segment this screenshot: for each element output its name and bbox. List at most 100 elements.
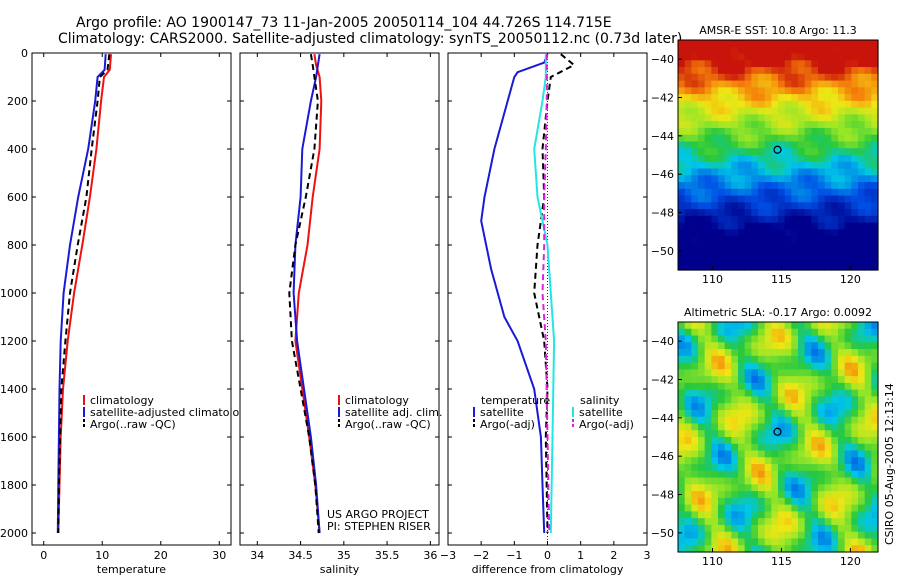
heatmap-cell	[704, 242, 712, 251]
heatmap-cell	[824, 222, 832, 231]
heatmap-cell	[831, 491, 839, 499]
heatmap-cell	[838, 127, 846, 136]
heatmap-cell	[824, 107, 832, 116]
heatmap-cell	[771, 328, 779, 337]
heatmap-cell	[798, 249, 806, 258]
heatmap-cell	[871, 94, 879, 102]
heatmap-cell	[731, 491, 739, 499]
heatmap-cell	[811, 511, 819, 519]
legend-title: salinity	[580, 394, 620, 407]
heatmap-cell	[811, 524, 819, 533]
heatmap-cell	[764, 423, 772, 431]
y-tick-label: −40	[651, 53, 674, 66]
heatmap-cell	[684, 477, 692, 485]
heatmap-cell	[724, 409, 732, 418]
heatmap-cell	[864, 342, 872, 350]
heatmap-cell	[811, 73, 819, 82]
heatmap-cell	[691, 409, 699, 418]
heatmap-cell	[791, 46, 799, 55]
heatmap-cell	[858, 229, 866, 237]
heatmap-cell	[724, 355, 732, 364]
heatmap-cell	[791, 376, 799, 384]
heatmap-cell	[691, 450, 699, 458]
heatmap-cell	[864, 215, 872, 224]
heatmap-cell	[818, 342, 826, 350]
heatmap-cell	[718, 107, 726, 116]
heatmap-cell	[838, 121, 846, 129]
heatmap-cell	[851, 349, 859, 357]
heatmap-cell	[704, 396, 712, 404]
heatmap-cell	[678, 382, 686, 391]
heatmap-cell	[724, 107, 732, 116]
heatmap-cell	[818, 148, 826, 156]
heatmap-cell	[738, 504, 746, 513]
heatmap-cell	[718, 168, 726, 176]
heatmap-cell	[771, 349, 779, 357]
heatmap-cell	[778, 430, 786, 438]
heatmap-cell	[864, 518, 872, 526]
heatmap-cell	[871, 188, 879, 197]
heatmap-cell	[751, 450, 759, 458]
heatmap-cell	[831, 477, 839, 485]
heatmap-cell	[678, 161, 686, 170]
heatmap-cell	[751, 121, 759, 129]
heatmap-cell	[844, 524, 852, 533]
heatmap-cell	[818, 60, 826, 68]
heatmap-cell	[758, 518, 766, 526]
heatmap-cell	[871, 335, 879, 343]
heatmap-cell	[811, 355, 819, 364]
x-tick-label: 3	[644, 549, 651, 562]
heatmap-cell	[684, 355, 692, 364]
heatmap-cell	[764, 249, 772, 258]
heatmap-cell	[851, 202, 859, 210]
heatmap-cell	[764, 518, 772, 526]
heatmap-cell	[751, 389, 759, 398]
heatmap-cell	[864, 175, 872, 183]
heatmap-cell	[798, 236, 806, 244]
heatmap-cell	[798, 222, 806, 231]
heatmap-cell	[798, 46, 806, 55]
heatmap-cell	[771, 114, 779, 122]
heatmap-cell	[758, 40, 766, 48]
heatmap-cell	[751, 73, 759, 82]
legend-entry: satellite adj. clim.	[345, 406, 442, 419]
heatmap-cell	[791, 60, 799, 68]
heatmap-cell	[738, 538, 746, 546]
heatmap-cell	[778, 67, 786, 75]
heatmap-cell	[831, 376, 839, 384]
heatmap-cell	[731, 195, 739, 203]
heatmap-cell	[751, 409, 759, 418]
heatmap-cell	[838, 100, 846, 109]
heatmap-cell	[784, 141, 792, 149]
heatmap-cell	[818, 121, 826, 129]
heatmap-cell	[831, 46, 839, 55]
heatmap-cell	[844, 389, 852, 398]
heatmap-cell	[744, 195, 752, 203]
heatmap-cell	[838, 349, 846, 357]
heatmap-cell	[718, 545, 726, 553]
heatmap-cell	[724, 369, 732, 377]
heatmap-cell	[798, 80, 806, 88]
heatmap-cell	[764, 450, 772, 458]
heatmap-cell	[724, 80, 732, 88]
heatmap-cell	[764, 100, 772, 109]
heatmap-cell	[771, 382, 779, 391]
heatmap-cell	[751, 430, 759, 438]
heatmap-cell	[738, 491, 746, 499]
heatmap-cell	[691, 355, 699, 364]
heatmap-cell	[744, 545, 752, 553]
heatmap-cell	[824, 335, 832, 343]
heatmap-cell	[718, 80, 726, 88]
heatmap-cell	[798, 538, 806, 546]
heatmap-cell	[724, 504, 732, 513]
heatmap-cell	[698, 491, 706, 499]
heatmap-cell	[678, 335, 686, 343]
x-tick-label: 10	[95, 549, 109, 562]
heatmap-cell	[751, 376, 759, 384]
heatmap-cell	[704, 443, 712, 452]
heatmap-cell	[871, 195, 879, 203]
heatmap-cell	[711, 256, 719, 264]
heatmap-cell	[764, 396, 772, 404]
heatmap-cell	[738, 107, 746, 116]
heatmap-cell	[824, 242, 832, 251]
